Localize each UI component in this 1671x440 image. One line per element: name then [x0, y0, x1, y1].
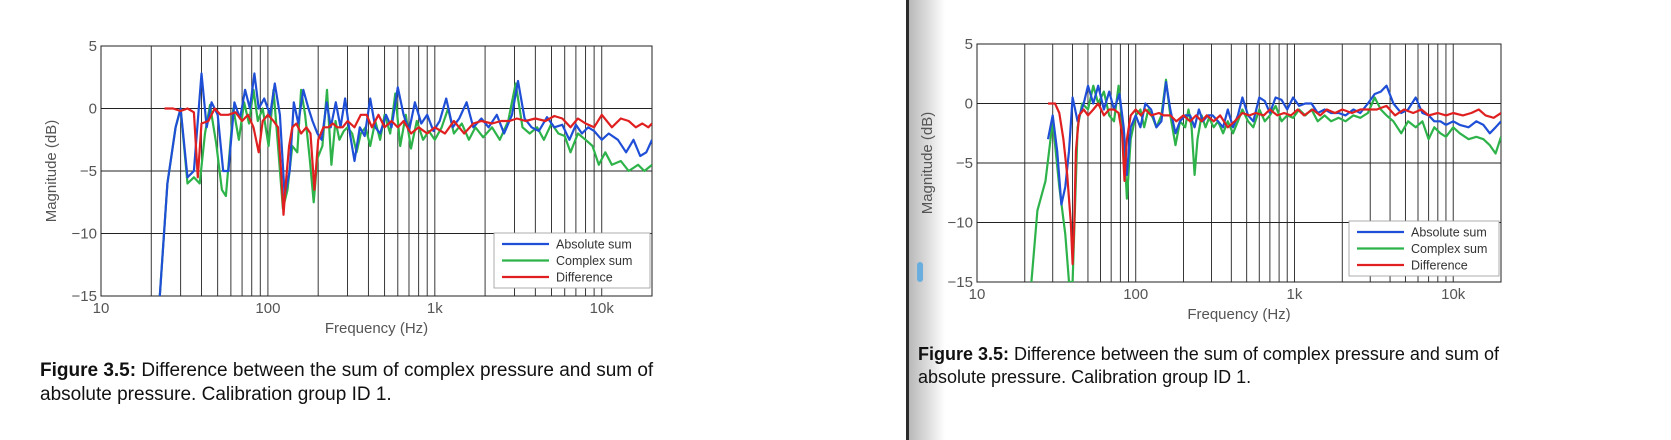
left-ytick-label: −15 — [72, 288, 97, 305]
right-x-axis-label: Frequency (Hz) — [1187, 306, 1290, 323]
right-caption-text: Difference between the sum of complex pr… — [918, 344, 1499, 387]
right-ytick-label: −10 — [948, 215, 973, 232]
left-document-page: 5 0 −5 −10 −15 10 100 1k 10k Frequency (Hz) Magnit… — [40, 38, 680, 407]
right-series-absolute-sum — [1046, 81, 1501, 206]
right-caption-label: Figure 3.5: — [918, 344, 1010, 364]
right-xtick-label: 10 — [969, 286, 986, 303]
right-xtick-label: 100 — [1123, 286, 1148, 303]
left-legend: Absolute sum Complex sum Difference — [493, 232, 651, 289]
left-ytick-label: −5 — [80, 163, 97, 180]
right-legend: Absolute sum Complex sum Difference — [1348, 220, 1500, 277]
divider-line[interactable] — [906, 0, 909, 440]
right-frame — [976, 43, 1502, 283]
right-plot-area — [1030, 78, 1501, 282]
left-legend-label: Absolute sum — [556, 238, 632, 252]
right-legend-label: Complex sum — [1411, 242, 1487, 256]
left-ytick-label: 5 — [89, 38, 97, 55]
right-legend-label: Difference — [1411, 259, 1468, 273]
right-series-complex-sum — [1030, 78, 1501, 282]
drag-handle-icon[interactable] — [917, 262, 923, 282]
left-frame — [100, 45, 653, 297]
left-series-absolute-sum — [158, 72, 652, 296]
left-xtick-label: 1k — [427, 300, 443, 317]
right-series-difference — [1048, 102, 1501, 266]
page-shadow — [909, 0, 945, 440]
right-y-axis-label: Magnitude (dB) — [919, 112, 936, 215]
right-ytick-label: −5 — [956, 155, 973, 172]
right-legend-label: Absolute sum — [1411, 226, 1487, 240]
left-ytick-label: 0 — [89, 101, 97, 118]
left-caption-label: Figure 3.5: — [40, 360, 137, 381]
left-xtick-label: 10 — [93, 300, 110, 317]
right-figure-caption: Figure 3.5: Difference between the sum o… — [918, 343, 1558, 389]
left-caption-text: Difference between the sum of complex pr… — [40, 360, 654, 405]
right-ytick-label: 0 — [965, 96, 973, 113]
right-document-page: 5 0 −5 −10 −15 10 100 1k 10k Frequency (Hz) Magnit… — [918, 0, 1671, 440]
right-xtick-label: 1k — [1287, 286, 1303, 303]
right-ytick-label: 5 — [965, 36, 973, 53]
left-xtick-label: 100 — [255, 300, 280, 317]
left-legend-label: Difference — [556, 271, 613, 285]
left-series-difference — [164, 107, 652, 216]
left-y-axis-label: Magnitude (dB) — [43, 120, 60, 223]
left-figure-caption: Figure 3.5: Difference between the sum o… — [40, 359, 680, 407]
split-divider — [853, 0, 865, 440]
left-xtick-label: 10k — [590, 300, 615, 317]
left-ytick-label: −10 — [72, 226, 97, 243]
right-xtick-label: 10k — [1441, 286, 1466, 303]
left-plot-area — [158, 72, 652, 296]
left-legend-label: Complex sum — [556, 254, 632, 268]
right-ytick-label: −15 — [948, 274, 973, 291]
left-x-axis-label: Frequency (Hz) — [325, 320, 428, 337]
